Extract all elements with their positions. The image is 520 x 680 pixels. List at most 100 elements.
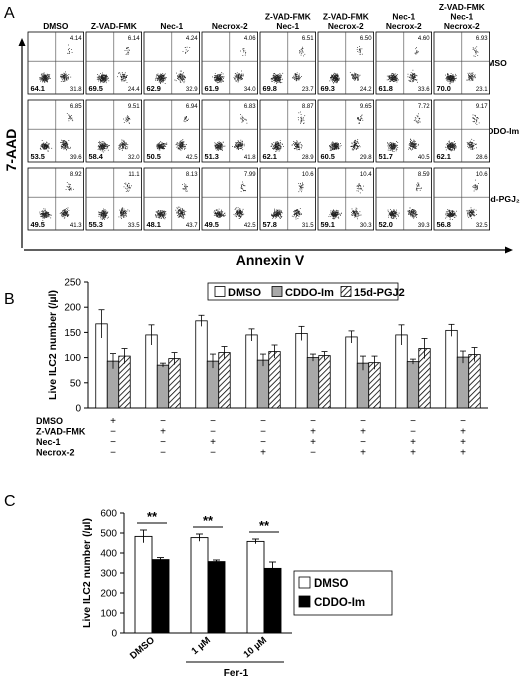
event-dot: [160, 144, 162, 146]
event-dot: [331, 74, 333, 76]
event-dot: [471, 75, 473, 77]
event-dot: [396, 80, 398, 82]
event-dot: [159, 211, 161, 213]
event-dot: [358, 118, 359, 120]
event-dot: [44, 146, 45, 148]
event-dot: [159, 217, 161, 219]
event-dot: [158, 147, 160, 149]
event-dot: [238, 148, 239, 150]
event-dot: [413, 144, 415, 146]
event-dot: [70, 118, 72, 120]
event-dot: [61, 79, 63, 80]
event-dot: [177, 209, 179, 211]
event-dot: [123, 78, 125, 80]
event-dot: [182, 76, 184, 78]
event-dot: [49, 78, 51, 79]
event-dot: [99, 76, 100, 78]
event-dot: [335, 79, 336, 81]
event-dot: [331, 147, 333, 149]
event-dot: [474, 118, 475, 119]
event-dot: [393, 79, 394, 80]
event-dot: [103, 218, 105, 220]
event-dot: [51, 147, 53, 149]
event-dot: [222, 80, 224, 82]
event-dot: [98, 214, 100, 216]
dot-cloud: [98, 182, 132, 220]
event-dot: [413, 80, 414, 82]
event-dot: [162, 75, 163, 77]
event-dot: [45, 147, 47, 149]
column-header: Z-VAD-FMK Necrox-2: [323, 12, 369, 32]
event-dot: [356, 142, 357, 144]
event-dot: [273, 145, 275, 147]
event-dot: [354, 72, 355, 74]
event-dot: [273, 73, 275, 74]
event-dot: [120, 212, 121, 213]
event-dot: [62, 76, 64, 78]
event-dot: [237, 146, 239, 148]
event-dot: [333, 74, 334, 75]
event-dot: [451, 76, 452, 77]
event-dot: [299, 77, 301, 78]
event-dot: [407, 76, 409, 78]
event-dot: [163, 147, 164, 149]
dot-cloud: [96, 47, 130, 84]
event-dot: [103, 217, 104, 219]
event-dot: [353, 144, 355, 145]
event-dot: [120, 210, 122, 212]
event-dot: [62, 214, 64, 215]
dot-cloud: [39, 113, 74, 152]
event-dot: [335, 77, 337, 78]
event-dot: [241, 145, 242, 147]
event-dot: [390, 79, 392, 81]
event-dot: [412, 143, 414, 145]
event-dot: [241, 115, 243, 117]
event-dot: [276, 143, 278, 145]
event-dot: [181, 146, 183, 148]
event-dot: [393, 81, 394, 82]
event-dot: [158, 214, 160, 216]
event-dot: [355, 144, 356, 146]
event-dot: [242, 143, 243, 144]
column-header-line: Nec-1: [450, 12, 473, 22]
event-dot: [46, 73, 48, 75]
event-dot: [128, 51, 129, 53]
event-dot: [361, 118, 363, 120]
event-dot: [449, 83, 451, 85]
event-dot: [180, 210, 182, 212]
event-dot: [241, 78, 243, 80]
event-dot: [61, 76, 62, 77]
event-dot: [159, 148, 160, 150]
event-dot: [331, 79, 333, 81]
event-dot: [47, 151, 49, 152]
event-dot: [183, 212, 185, 213]
event-dot: [158, 76, 160, 77]
event-dot: [454, 147, 456, 149]
event-dot: [396, 75, 398, 76]
event-dot: [67, 214, 69, 216]
event-dot: [66, 80, 68, 81]
event-dot: [334, 144, 335, 146]
event-dot: [278, 80, 280, 81]
event-dot: [353, 149, 355, 150]
event-dot: [410, 145, 412, 147]
event-dot: [471, 73, 473, 75]
event-dot: [272, 145, 274, 147]
event-dot: [237, 141, 239, 143]
event-dot: [68, 77, 69, 79]
event-dot: [217, 79, 219, 81]
event-dot: [355, 143, 357, 145]
event-dot: [103, 143, 105, 144]
event-dot: [60, 81, 62, 82]
event-dot: [119, 146, 120, 148]
event-dot: [396, 78, 398, 80]
event-dot: [216, 147, 218, 148]
event-dot: [101, 81, 102, 82]
event-dot: [413, 79, 415, 81]
event-dot: [155, 214, 156, 215]
event-dot: [44, 79, 45, 81]
quadrant-lr-value: 31.8: [70, 87, 82, 93]
event-dot: [123, 186, 125, 188]
event-dot: [450, 76, 451, 78]
